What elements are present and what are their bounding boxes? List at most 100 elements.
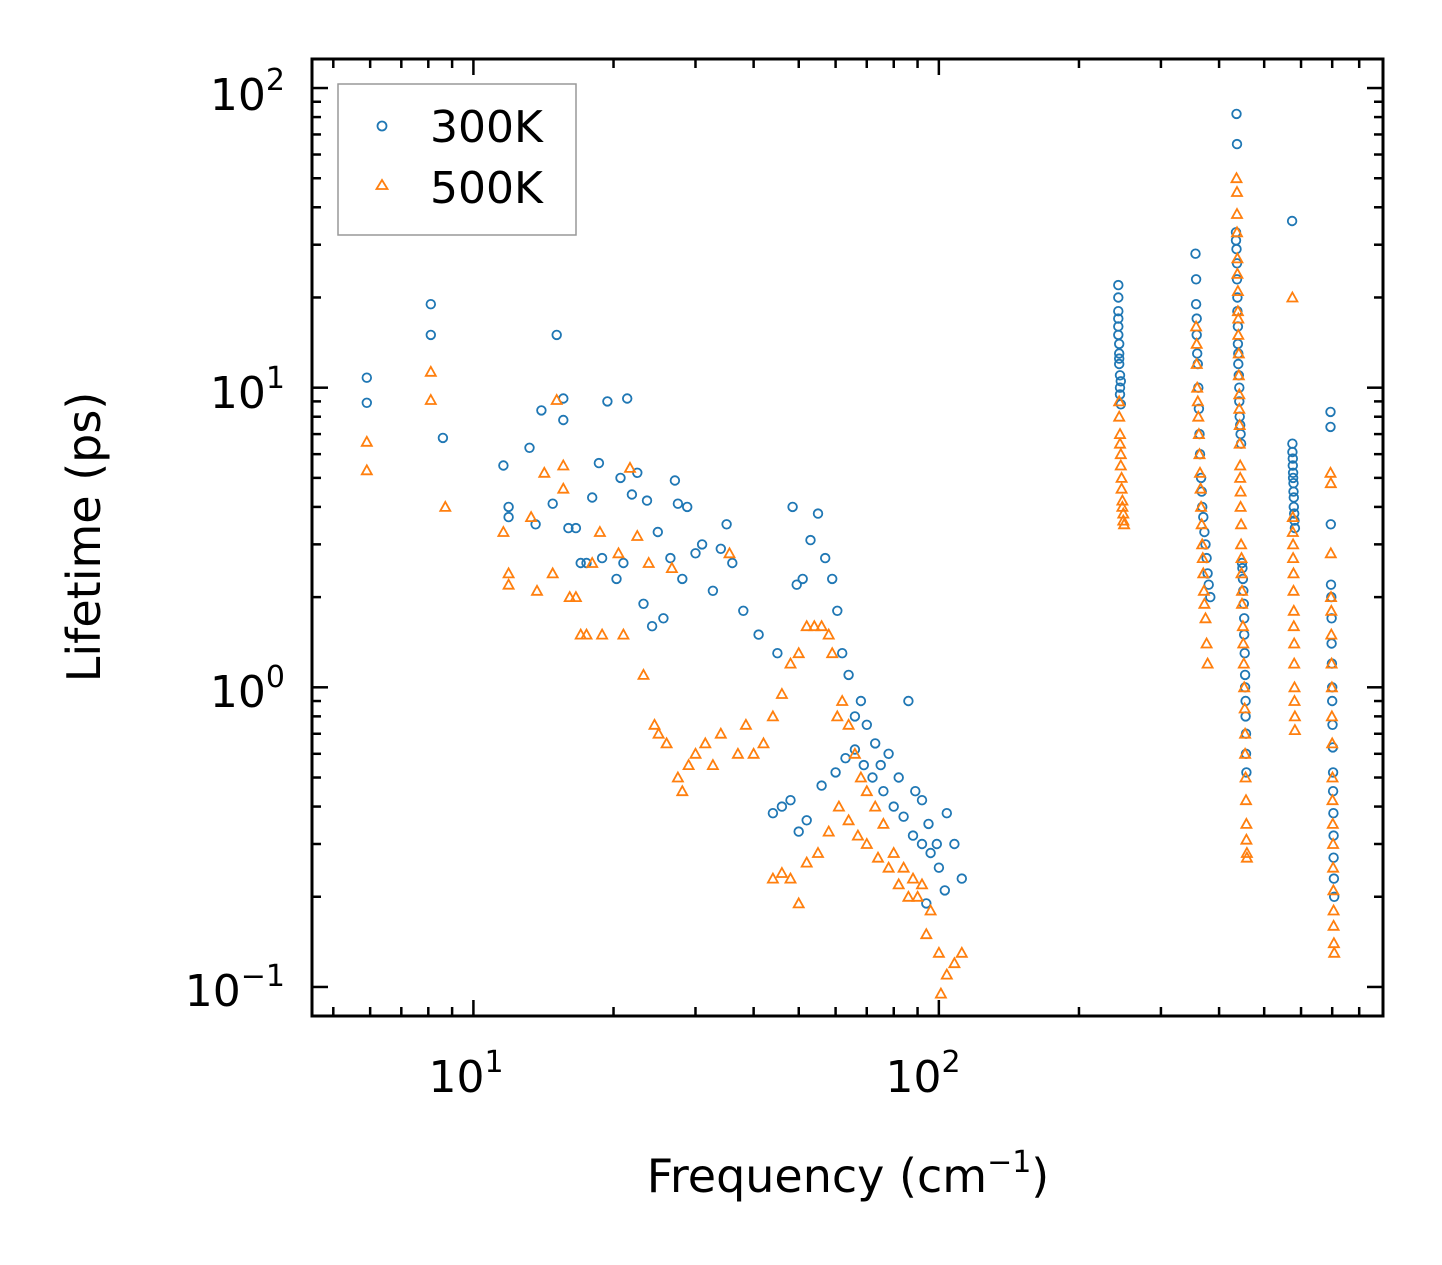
data-point-500k (1114, 447, 1128, 460)
data-point-500k (1236, 636, 1250, 649)
data-point-300k (1190, 299, 1202, 310)
data-point-500k (832, 799, 846, 812)
data-point-500k (1194, 500, 1208, 512)
data-point-300k (805, 534, 816, 546)
data-point-500k (835, 694, 849, 706)
data-point-500k (934, 986, 948, 999)
data-point-300k (903, 695, 914, 707)
data-point-300k (925, 847, 936, 859)
data-point-500k (556, 458, 570, 471)
data-point-500k (1197, 596, 1211, 609)
data-point-300k (1328, 808, 1339, 819)
data-point-300k (753, 629, 764, 640)
data-point-500k (585, 556, 599, 568)
data-point-500k (1230, 266, 1244, 279)
data-point-500k (1286, 537, 1300, 550)
plot-frame (310, 57, 1385, 1018)
data-point-500k (688, 746, 703, 759)
data-point-500k (1201, 656, 1215, 669)
data-point-500k (1233, 418, 1247, 430)
data-point-300k (941, 808, 953, 819)
data-point-500k (530, 583, 544, 596)
data-point-300k (855, 695, 867, 707)
data-point-500k (792, 646, 806, 659)
data-point-500k (775, 866, 789, 878)
data-point-500k (642, 556, 656, 568)
data-point-500k (731, 746, 745, 759)
data-point-300k (672, 498, 684, 509)
data-point-300k (875, 759, 886, 771)
data-point-500k (1231, 284, 1245, 296)
data-point-300k (1325, 406, 1336, 418)
data-point-300k (801, 815, 812, 826)
data-point-500k (842, 717, 856, 730)
data-point-500k (1324, 476, 1338, 489)
data-point-300k (1234, 382, 1245, 393)
y-tick-label-10: 101 (210, 361, 285, 419)
data-point-300k (715, 543, 727, 555)
data-point-500k (1195, 537, 1209, 550)
data-point-500k (1324, 546, 1338, 559)
data-point-300k (547, 498, 558, 509)
data-point-300k (615, 472, 626, 484)
data-point-300k (827, 573, 838, 585)
data-point-500k (1238, 726, 1252, 739)
legend-marker-300k (376, 120, 388, 132)
data-point-300k (793, 826, 804, 837)
data-point-500k (1239, 770, 1253, 783)
data-point-300k (898, 811, 909, 822)
data-point-500k (1193, 465, 1207, 478)
data-point-500k (698, 736, 712, 749)
data-point-300k (658, 613, 669, 624)
data-point-500k (1324, 590, 1338, 602)
data-point-500k (854, 770, 868, 783)
data-point-300k (888, 801, 899, 812)
data-point-500k (940, 967, 954, 980)
data-point-500k (739, 717, 753, 730)
data-point-500k (569, 590, 583, 602)
data-point-500k (851, 828, 865, 841)
data-point-300k (536, 405, 547, 416)
data-point-300k (652, 526, 664, 538)
data-point-300k (1203, 579, 1214, 590)
y-tick-label-0.1: 10−1 (185, 959, 285, 1017)
data-point-300k (916, 795, 928, 806)
data-point-300k (1113, 292, 1124, 303)
data-point-500k (815, 619, 829, 632)
data-point-500k (800, 855, 814, 868)
data-point-300k (611, 573, 622, 585)
data-point-500k (1286, 566, 1301, 579)
data-point-300k (878, 786, 889, 797)
data-point-500k (1326, 817, 1340, 829)
data-point-500k (1230, 207, 1244, 219)
data-point-300k (563, 522, 574, 534)
data-point-500k (524, 510, 538, 522)
data-point-500k (1327, 903, 1341, 916)
data-point-500k (1327, 945, 1341, 958)
data-point-500k (1116, 513, 1130, 526)
data-point-500k (915, 877, 929, 890)
data-point-300k (812, 508, 824, 519)
data-point-500k (1239, 817, 1253, 829)
data-point-300k (1232, 292, 1243, 303)
series-500k (360, 171, 1341, 999)
data-point-500k (897, 860, 911, 873)
data-point-300k (1326, 695, 1338, 707)
data-point-500k (1287, 619, 1301, 632)
data-point-300k (1195, 472, 1207, 484)
data-point-500k (1116, 506, 1130, 519)
data-point-500k (1326, 837, 1340, 849)
data-point-300k (1205, 591, 1216, 603)
data-point-300k (1286, 215, 1298, 227)
data-point-500k (611, 546, 626, 559)
data-point-500k (775, 687, 789, 699)
data-point-500k (1325, 770, 1340, 783)
data-point-500k (932, 945, 946, 958)
data-point-500k (1239, 793, 1253, 806)
data-point-300k (861, 719, 873, 731)
data-point-500k (546, 566, 560, 579)
data-point-500k (424, 364, 438, 377)
data-point-500k (1232, 346, 1246, 359)
data-point-500k (887, 846, 901, 858)
